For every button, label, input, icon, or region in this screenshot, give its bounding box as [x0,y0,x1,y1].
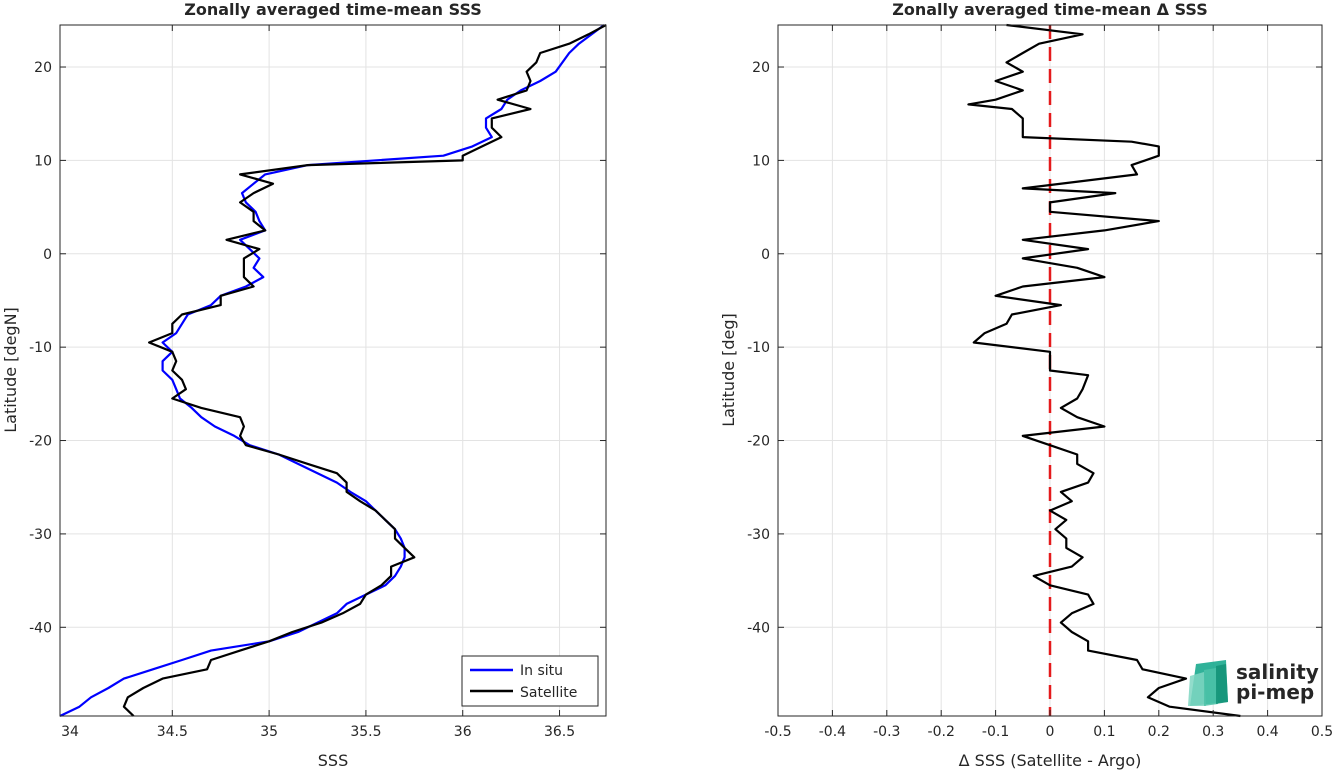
left-y-tick-label: -30 [29,527,52,543]
salinity-pi-mep-logo: salinity pi-mep [1188,660,1319,706]
left-x-tick-label: 34 [61,724,79,740]
right-x-tick-label: -0.5 [764,724,791,740]
left-x-tick-label: 34.5 [157,724,188,740]
logo-wave-icon [1188,660,1228,706]
left-ticks: 34.5 35 35.5 36 36.5 34 -40 -30 -20 -10 0 10 20 [29,25,606,740]
right-x-tick-label: 0.1 [1093,724,1115,740]
left-series-line-in-situ [59,24,605,717]
right-x-axis-label: Δ SSS (Satellite - Argo) [959,751,1142,770]
legend-in-situ-label: In situ [520,663,563,679]
right-x-tick-label: -0.1 [982,724,1009,740]
left-grid [60,25,606,716]
right-y-axis-label: Latitude [deg] [719,313,738,427]
right-x-tick-label: 0.5 [1311,724,1333,740]
left-y-tick-label: -20 [29,434,52,450]
left-x-tick-label: 35 [260,724,278,740]
right-x-tick-label: -0.4 [819,724,846,740]
right-chart-title: Zonally averaged time-mean Δ SSS [892,0,1208,19]
left-plot-frame [59,24,607,717]
right-y-tick-label: -10 [747,340,770,356]
right-ticks: -0.5 -0.4 -0.3 -0.2 -0.1 0 0.1 0.2 0.3 0.4 0.5 -40 -… [747,25,1333,740]
left-y-tick-label: 10 [34,153,52,169]
legend: In situ Satellite [461,655,599,707]
right-y-tick-label: 20 [752,60,770,76]
right-x-tick-label: 0 [1046,724,1055,740]
logo-line1: salinity [1236,660,1319,684]
left-chart-title: Zonally averaged time-mean SSS [184,0,482,19]
left-x-tick-label: 36.5 [544,724,575,740]
right-x-tick-label: 0.4 [1256,724,1278,740]
right-y-tick-label: 0 [761,247,770,263]
left-y-tick-label: -10 [29,340,52,356]
right-y-tick-label: -30 [747,527,770,543]
left-series-line-satellite [122,24,607,717]
right-x-tick-label: 0.3 [1202,724,1224,740]
logo-line2: pi-mep [1236,680,1314,704]
sss-chart: 34.5 35 35.5 36 36.5 34 -40 -30 -20 -10 0 10 20 Zona… [1,0,607,770]
left-x-tick-label: 35.5 [350,724,381,740]
right-y-tick-label: -40 [747,620,770,636]
right-x-tick-label: 0.2 [1148,724,1170,740]
right-x-tick-label: -0.2 [928,724,955,740]
delta-sss-chart: -0.5 -0.4 -0.3 -0.2 -0.1 0 0.1 0.2 0.3 0.4 0.5 -40 -… [719,0,1333,770]
right-y-tick-label: -20 [747,434,770,450]
left-x-tick-label: 36 [454,724,472,740]
right-series-line-delta-sss [967,23,1241,718]
left-series [59,24,607,717]
legend-box [461,655,599,707]
right-x-tick-label: -0.3 [873,724,900,740]
left-y-tick-label: -40 [29,620,52,636]
right-series [967,23,1241,718]
left-x-axis-label: SSS [318,751,348,770]
left-y-tick-label: 0 [43,247,52,263]
left-y-tick-label: 20 [34,60,52,76]
legend-satellite-label: Satellite [520,685,577,701]
left-y-axis-label: Latitude [degN] [1,307,20,433]
right-y-tick-label: 10 [752,153,770,169]
